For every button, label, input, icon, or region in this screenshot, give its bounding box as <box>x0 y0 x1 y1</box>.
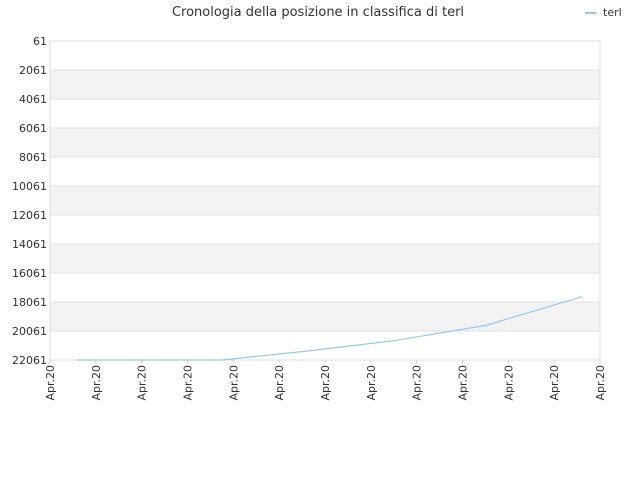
x-tick-label: Apr.20 <box>548 365 561 401</box>
plot-band <box>50 186 600 215</box>
x-tick-label: Apr.20 <box>594 365 607 401</box>
chart-title: Cronologia della posizione in classifica… <box>172 5 464 20</box>
y-tick-label: 61 <box>33 35 47 48</box>
y-tick-label: 18061 <box>12 296 47 309</box>
plot-band <box>50 302 600 331</box>
x-tick-label: Apr.20 <box>227 365 240 401</box>
y-tick-label: 4061 <box>19 93 47 106</box>
data-point <box>221 359 223 361</box>
x-tick-label: Apr.20 <box>411 365 424 401</box>
x-tick-label: Apr.20 <box>44 365 57 401</box>
plot-band <box>50 244 600 273</box>
x-tick-label: Apr.20 <box>182 365 195 401</box>
y-tick-label: 8061 <box>19 151 47 164</box>
y-tick-label: 2061 <box>19 64 47 77</box>
data-point <box>118 359 120 361</box>
series-group <box>76 296 583 361</box>
y-tick-label: 16061 <box>12 267 47 280</box>
y-tick-label: 14061 <box>12 238 47 251</box>
data-point <box>163 359 166 361</box>
x-axis: Apr.20 Apr.20 Apr.20 Apr.20 Apr.20 Apr.20 Apr.… <box>44 360 607 401</box>
legend-label-terl: terl <box>603 6 622 19</box>
data-point <box>393 340 395 342</box>
x-tick-label: Apr.20 <box>273 365 286 401</box>
plot-band <box>50 128 600 157</box>
y-tick-label: 6061 <box>19 122 47 135</box>
plot-band <box>50 70 600 99</box>
x-tick-label: Apr.20 <box>319 365 332 401</box>
x-tick-label: Apr.20 <box>502 365 515 401</box>
data-point <box>484 324 487 327</box>
y-tick-label: 22061 <box>12 354 47 367</box>
x-tick-label: Apr.20 <box>365 365 378 401</box>
x-tick-label: Apr.20 <box>457 365 470 401</box>
data-point <box>76 359 79 361</box>
plot-bands <box>50 70 600 331</box>
x-tick-label: Apr.20 <box>90 365 103 401</box>
legend: terl <box>585 6 622 19</box>
x-tick-label: Apr.20 <box>136 365 149 401</box>
y-tick-label: 12061 <box>12 209 47 222</box>
y-tick-label: 20061 <box>12 325 47 338</box>
data-point <box>209 359 212 361</box>
data-point <box>306 350 308 352</box>
y-tick-label: 10061 <box>12 180 47 193</box>
data-point <box>581 296 583 298</box>
y-axis: 61 2061 4061 6061 8061 10061 12061 14061 16061 18… <box>12 35 47 367</box>
